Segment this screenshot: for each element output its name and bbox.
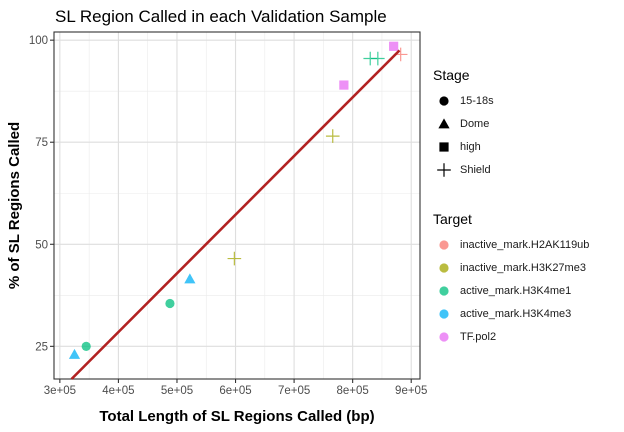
- legend-key: [433, 303, 455, 325]
- y-tick-label: 100: [29, 35, 48, 47]
- legend-item: active_mark.H3K4me3: [433, 302, 589, 325]
- data-point: [81, 341, 91, 351]
- legend-item: 15-18s: [433, 89, 494, 112]
- legend-item: active_mark.H3K4me1: [433, 279, 589, 302]
- data-point: [68, 348, 81, 359]
- stage-legend-label: high: [460, 140, 481, 153]
- fit-line: [70, 49, 401, 380]
- y-tick-label: 25: [35, 341, 48, 353]
- legend-key: [433, 113, 455, 135]
- x-tick-label: 8e+05: [336, 385, 368, 397]
- circle-legend-glyph: [439, 308, 449, 319]
- target-legend-title: Target: [433, 211, 472, 227]
- stage-legend-label: Shield: [460, 163, 491, 176]
- x-axis-ticks: 3e+05 4e+05 5e+05 6e+05 7e+05 8e+05 9e+05: [44, 379, 427, 397]
- plus-legend-glyph: [437, 162, 451, 177]
- triangle-legend-glyph: [438, 117, 450, 128]
- data-point: [371, 51, 385, 66]
- legend-item: Shield: [433, 158, 494, 181]
- legend-key: [433, 90, 455, 112]
- legend-key: [433, 257, 455, 279]
- x-tick-label: 9e+05: [395, 385, 427, 397]
- circle-legend-glyph: [439, 95, 449, 106]
- legend-item: inactive_mark.H3K27me3: [433, 256, 589, 279]
- target-legend-label: TF.pol2: [460, 330, 497, 343]
- plot-panel-border: [53, 31, 421, 380]
- stage-legend-label: 15-18s: [460, 94, 494, 107]
- data-point: [325, 129, 340, 143]
- stage-legend-label: Dome: [460, 117, 490, 130]
- data-point: [165, 298, 175, 309]
- x-tick-label: 6e+05: [219, 385, 251, 397]
- x-axis-label: Total Length of SL Regions Called (bp): [99, 408, 374, 425]
- stage-legend-title: Stage: [433, 67, 470, 83]
- legend-key: [433, 159, 455, 181]
- y-axis-ticks: 25 50 75 100: [29, 35, 54, 353]
- legend-key: [433, 136, 455, 158]
- legend-item: TF.pol2: [433, 325, 589, 348]
- y-axis-label: % of SL Regions Called: [6, 122, 23, 289]
- x-tick-label: 4e+05: [102, 385, 134, 397]
- data-point: [184, 273, 196, 284]
- circle-legend-glyph: [439, 262, 449, 273]
- target-legend-label: inactive_mark.H2AK119ub: [460, 238, 590, 251]
- legend-key: [433, 234, 455, 256]
- x-tick-label: 3e+05: [44, 385, 76, 397]
- regression-line: [70, 49, 401, 380]
- legend-item: inactive_mark.H2AK119ub: [433, 233, 589, 256]
- legend-key: [433, 280, 455, 302]
- circle-legend-glyph: [439, 285, 449, 296]
- target-legend: Target inactive_mark.H2AK119ub inactive_m…: [433, 211, 589, 348]
- data-point: [227, 251, 242, 266]
- chart-title: SL Region Called in each Validation Samp…: [55, 7, 387, 26]
- legend-item: high: [433, 135, 494, 158]
- circle-legend-glyph: [439, 239, 449, 250]
- legend-key: [433, 326, 455, 348]
- y-tick-label: 50: [35, 239, 48, 251]
- stage-legend: Stage 15-18s Dome high Shield: [433, 67, 494, 181]
- y-tick-label: 75: [35, 137, 48, 149]
- target-legend-label: active_mark.H3K4me1: [460, 284, 572, 297]
- data-point: [389, 41, 399, 51]
- square-legend-glyph: [439, 141, 449, 152]
- target-legend-label: inactive_mark.H3K27me3: [460, 261, 586, 274]
- data-point: [339, 80, 349, 90]
- x-tick-label: 5e+05: [161, 385, 193, 397]
- legend-item: Dome: [433, 112, 494, 135]
- target-legend-label: active_mark.H3K4me3: [460, 307, 572, 320]
- circle-legend-glyph: [439, 331, 449, 342]
- x-tick-label: 7e+05: [278, 385, 310, 397]
